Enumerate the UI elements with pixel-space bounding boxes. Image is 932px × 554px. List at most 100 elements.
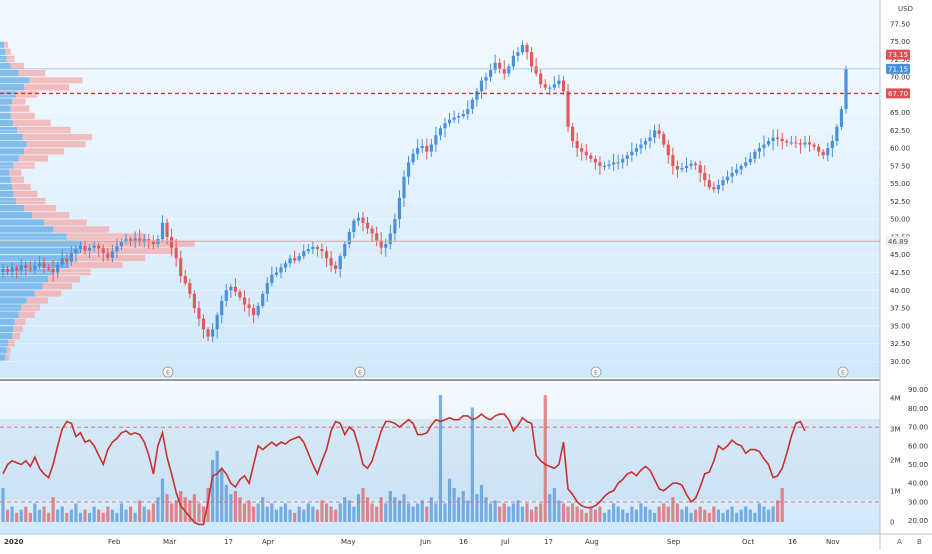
volume-profile-down-bar — [73, 254, 146, 262]
volume-bar — [92, 506, 96, 522]
candle-body — [653, 130, 657, 138]
candle-body — [397, 197, 402, 220]
price-tick-label: 52.50 — [890, 198, 910, 206]
volume-bar — [452, 487, 456, 522]
volume-profile-down-bar — [66, 233, 147, 240]
candle-body — [256, 305, 260, 316]
volume-profile-down-bar — [13, 119, 51, 127]
candle-body — [648, 137, 652, 142]
volume-bar — [561, 503, 566, 522]
candle-body — [703, 173, 707, 181]
candle-body — [265, 283, 269, 294]
candle-body — [680, 168, 684, 170]
candle-body — [206, 329, 210, 337]
scale-button-a[interactable]: A — [897, 538, 902, 546]
price-tick-label: 62.50 — [890, 127, 910, 135]
volume-bar — [334, 509, 338, 522]
candle-body — [534, 66, 538, 74]
volume-profile-up-bar — [0, 290, 35, 297]
volume-bar — [689, 512, 693, 522]
volume-profile-up-bar — [0, 311, 19, 318]
candle-body — [721, 180, 725, 186]
volume-bar — [707, 512, 711, 522]
candle-body — [771, 137, 775, 142]
volume-profile-up-bar — [0, 197, 16, 205]
volume-bar — [302, 509, 306, 522]
candle-body — [361, 217, 365, 223]
price-tick-label: 60.00 — [890, 145, 910, 153]
volume-bar — [671, 497, 675, 522]
candle-body — [671, 155, 675, 166]
candle-body — [616, 162, 620, 164]
volume-bar — [406, 503, 411, 522]
volume-profile-down-bar — [5, 354, 10, 361]
volume-profile-down-bar — [18, 311, 35, 318]
candle-body — [548, 87, 552, 89]
volume-profile-up-bar — [0, 98, 12, 105]
candle-body — [201, 318, 206, 330]
price-tick-label: 32.50 — [890, 340, 910, 348]
volume-bar — [46, 512, 51, 522]
volume-bar — [83, 509, 87, 522]
candle-body — [338, 256, 342, 269]
candle-body — [406, 162, 411, 177]
candle-body — [10, 267, 14, 272]
candle-body — [211, 329, 215, 337]
volume-profile-up-bar — [0, 354, 6, 361]
volume-profile-down-bar — [53, 268, 91, 276]
candle-body — [657, 130, 661, 134]
volume-profile-up-bar — [0, 325, 14, 333]
volume-profile-up-bar — [0, 91, 16, 98]
candle-body — [452, 117, 456, 120]
volume-bar — [1, 487, 5, 522]
volume-bar — [698, 506, 702, 522]
candle-body — [174, 247, 178, 259]
volume-profile-up-bar — [0, 84, 24, 91]
volume-bar — [534, 506, 538, 522]
volume-bar — [69, 509, 73, 522]
volume-profile-down-bar — [69, 261, 123, 269]
volume-bar — [516, 500, 520, 522]
candle-body — [51, 268, 55, 273]
volume-bar — [507, 506, 511, 522]
volume-bar — [502, 503, 506, 522]
volume-profile-down-bar — [24, 84, 70, 91]
earnings-marker — [590, 366, 602, 378]
scale-button-b[interactable]: B — [917, 538, 922, 546]
volume-profile-down-bar — [42, 283, 72, 290]
candle-body — [543, 84, 547, 88]
volume-bar — [493, 500, 497, 522]
volume-bar — [657, 506, 661, 522]
candle-body — [589, 155, 593, 159]
volume-bar — [60, 506, 64, 522]
candle-body — [347, 231, 351, 245]
price-tick-label: 75.00 — [890, 38, 910, 46]
volume-bar — [735, 512, 739, 522]
candle-body — [252, 308, 256, 316]
time-axis-label: Oct — [742, 538, 754, 546]
time-axis-label: Jul — [500, 538, 510, 546]
volume-bar — [19, 509, 23, 522]
volume-bar — [525, 503, 529, 522]
volume-profile-up-bar — [0, 169, 10, 176]
rsi-tick-label: 50.00 — [908, 461, 928, 469]
volume-bar — [511, 503, 515, 522]
volume-bar — [233, 491, 237, 522]
volume-bar — [575, 506, 579, 522]
candle-body — [643, 141, 648, 145]
volume-bar — [488, 503, 493, 522]
price-tick-label: 37.50 — [890, 305, 910, 313]
candle-body — [689, 163, 693, 166]
earnings-marker — [837, 366, 849, 378]
candle-body — [735, 169, 739, 174]
volume-bar — [256, 503, 260, 522]
candle-body — [224, 290, 228, 301]
price-tick-label: 30.00 — [890, 358, 910, 366]
candle-body — [124, 239, 128, 242]
volume-profile-up-bar — [0, 332, 12, 340]
rsi-tick-label: 20.00 — [908, 517, 928, 525]
candle-body — [138, 238, 142, 242]
